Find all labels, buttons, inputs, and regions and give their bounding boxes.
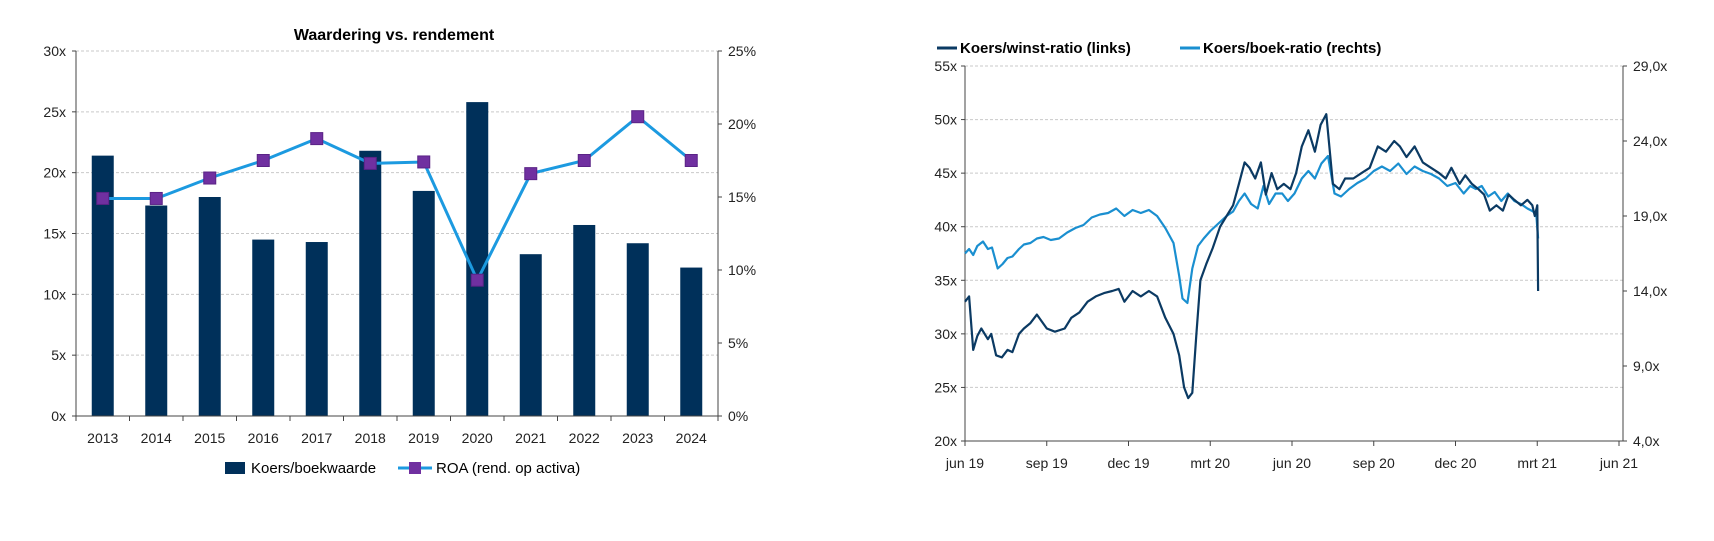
roa-marker [363, 156, 377, 170]
y-left-tick-label: 50x [934, 112, 957, 128]
x-category-label: 2021 [515, 430, 546, 446]
y-left-tick-label: 15x [43, 226, 66, 242]
y-right-tick-label: 25% [728, 43, 756, 59]
legend-label-pe: Koers/winst-ratio (links) [960, 40, 1131, 57]
x-category-label: 2019 [408, 430, 439, 446]
y-right-tick-label: 15% [728, 189, 756, 205]
y-left-tick-label: 35x [934, 272, 957, 288]
pb-ratio-line [964, 154, 1540, 305]
bar [519, 254, 542, 416]
y-left-tick-label: 5x [51, 347, 66, 363]
roa-marker [524, 167, 538, 181]
bar [305, 242, 328, 416]
x-category-label: 2020 [462, 430, 493, 446]
y-left-tick-label: 20x [43, 165, 66, 181]
y-left-tick-label: 45x [934, 165, 957, 181]
pe-ratio-line [964, 113, 1540, 400]
x-tick-label: dec 20 [1434, 455, 1476, 471]
y-right-tick-label: 0% [728, 408, 748, 424]
x-category-label: 2022 [569, 430, 600, 446]
chart-title: Waardering vs. rendement [294, 27, 495, 44]
y-right-tick-label: 20% [728, 116, 756, 132]
y-right-tick-label: 9,0x [1633, 358, 1659, 374]
roa-marker [470, 273, 484, 287]
bar [91, 155, 114, 416]
x-tick-label: mrt 21 [1517, 455, 1557, 471]
x-category-label: 2013 [87, 430, 118, 446]
bar [466, 102, 489, 416]
x-tick-label: dec 19 [1107, 455, 1149, 471]
y-left-tick-label: 25x [43, 104, 66, 120]
roa-marker [310, 132, 324, 146]
y-left-tick-label: 55x [934, 58, 957, 74]
legend-label-pb: Koers/boek-ratio (rechts) [1203, 40, 1381, 57]
y-right-tick-label: 14,0x [1633, 283, 1667, 299]
roa-marker [96, 191, 110, 205]
legend-label-bar: Koers/boekwaarde [251, 460, 376, 477]
x-category-label: 2015 [194, 430, 225, 446]
bar [359, 150, 382, 416]
x-tick-label: mrt 20 [1190, 455, 1230, 471]
roa-marker [577, 154, 591, 167]
left-chart-svg: Waardering vs. rendement 0x 5x 10x 15x 20x 25x… [43, 27, 756, 477]
bar [145, 205, 168, 416]
x-tick-label: sep 20 [1353, 455, 1395, 471]
bar [680, 267, 703, 416]
y-right-tick-label: 19,0x [1633, 208, 1667, 224]
x-tick-label: sep 19 [1026, 455, 1068, 471]
bar [573, 224, 596, 416]
y-right-tick-label: 4,0x [1633, 433, 1659, 449]
x-tick-label: jun 20 [1272, 455, 1311, 471]
bar [412, 190, 435, 416]
x-category-label: 2014 [141, 430, 172, 446]
roa-marker [631, 110, 645, 124]
y-left-tick-label: 30x [934, 326, 957, 342]
right-chart-svg: 20x 25x 30x 35x 40x 45x 50x 55x 4,0x 9,0x 14,0x 19,… [934, 40, 1667, 471]
x-category-label: 2024 [676, 430, 707, 446]
roa-marker [203, 171, 217, 185]
x-category-label: 2018 [355, 430, 386, 446]
y-left-tick-label: 10x [43, 286, 66, 302]
legend-swatch-bar [225, 462, 245, 474]
roa-marker [417, 155, 431, 169]
y-left-tick-label: 0x [51, 408, 66, 424]
roa-marker [684, 154, 698, 167]
legend-label-line: ROA (rend. op activa) [436, 460, 580, 477]
roa-marker [256, 154, 270, 167]
x-tick-label: jun 19 [945, 455, 984, 471]
y-right-tick-label: 5% [728, 335, 748, 351]
y-right-tick-label: 29,0x [1633, 58, 1667, 74]
y-left-tick-label: 40x [934, 219, 957, 235]
x-category-label: 2016 [248, 430, 279, 446]
y-right-tick-label: 24,0x [1633, 133, 1667, 149]
y-right-tick-label: 10% [728, 262, 756, 278]
roa-marker [149, 191, 163, 205]
bar [252, 239, 275, 416]
y-left-tick-label: 20x [934, 433, 957, 449]
x-category-label: 2017 [301, 430, 332, 446]
roa-line [102, 114, 693, 284]
bar [198, 197, 221, 416]
x-tick-label: jun 21 [1599, 455, 1638, 471]
y-left-tick-label: 30x [43, 43, 66, 59]
legend-swatch-marker [409, 462, 421, 474]
pe-pb-ratio-chart: 20x 25x 30x 35x 40x 45x 50x 55x 4,0x 9,0x 14,0x 19,… [860, 0, 1714, 541]
y-left-tick-label: 25x [934, 379, 957, 395]
x-category-label: 2023 [622, 430, 653, 446]
valuation-vs-return-chart: Waardering vs. rendement 0x 5x 10x 15x 20x 25x… [43, 27, 756, 477]
bar [626, 243, 649, 416]
